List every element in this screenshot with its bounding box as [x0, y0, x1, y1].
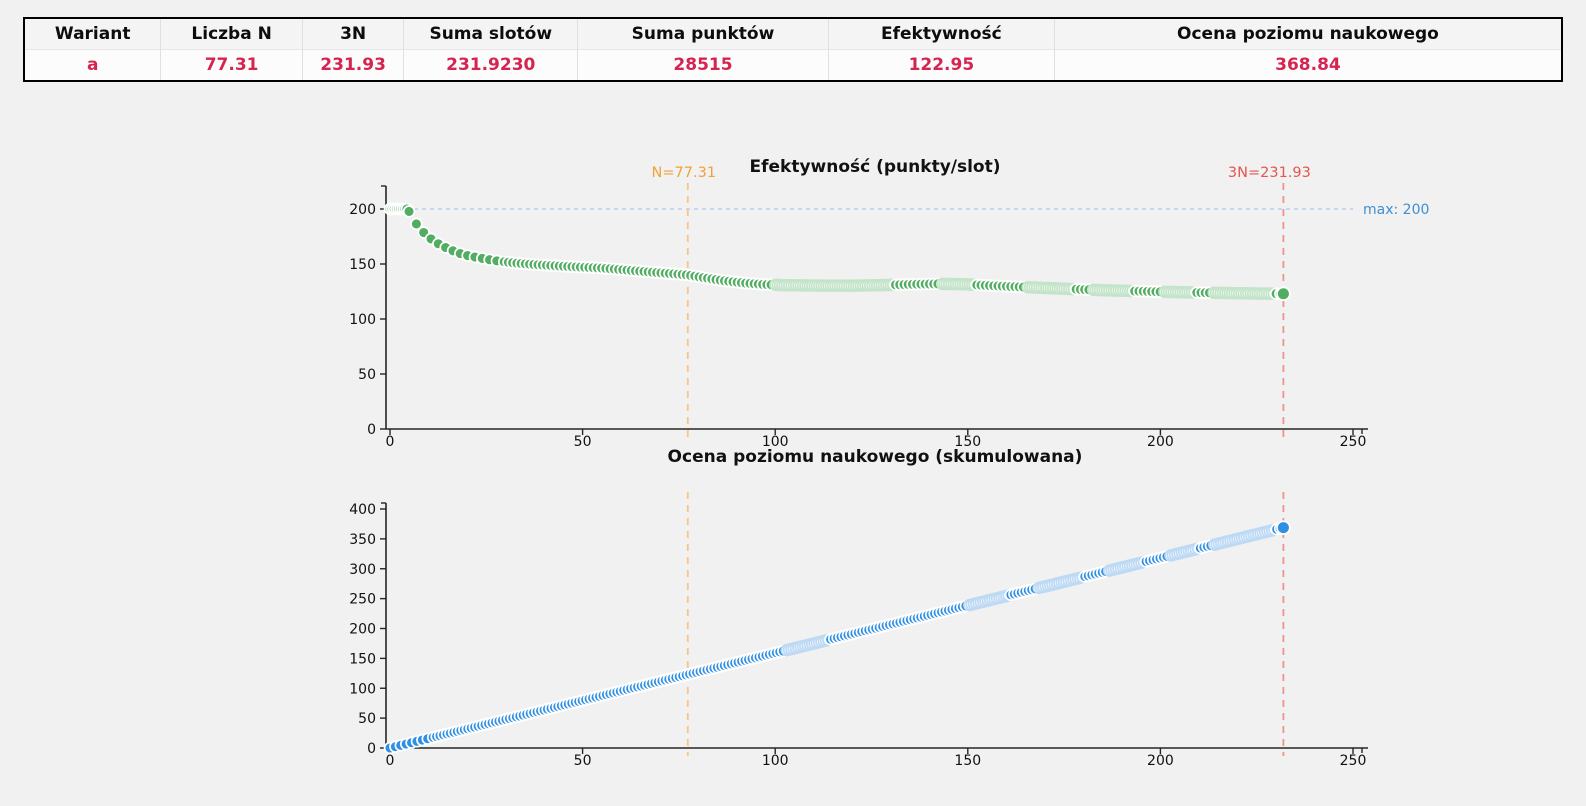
svg-text:0: 0 [367, 422, 376, 438]
svg-text:0: 0 [386, 434, 395, 450]
efektywnosc-chart: Efektywność (punkty/slot) 0 50 100 150 200 0 50… [349, 157, 1429, 450]
svg-text:400: 400 [349, 502, 376, 518]
svg-text:200: 200 [1147, 753, 1174, 769]
max-line-label: max: 200 [1363, 202, 1429, 218]
svg-text:250: 250 [349, 592, 376, 608]
svg-text:100: 100 [762, 434, 789, 450]
svg-text:50: 50 [574, 753, 592, 769]
chart-title: Efektywność (punkty/slot) [749, 157, 1000, 177]
cell-efektywnosc: 122.95 [827, 49, 1055, 81]
col-header-ocena: Ocena poziomu naukowego [1053, 18, 1562, 50]
cell-suma-slotow: 231.9230 [403, 49, 578, 81]
final-point [1276, 286, 1291, 302]
col-header-liczba-n: Liczba N [160, 18, 303, 50]
cell-liczba-n: 77.31 [160, 49, 303, 81]
data-points [383, 520, 1291, 755]
col-header-3n: 3N [301, 18, 404, 50]
col-header-wariant: Wariant [54, 24, 131, 44]
col-header-suma-slotow: Suma slotów [403, 18, 578, 50]
cell-ocena: 368.84 [1053, 49, 1562, 81]
3n-line-label: 3N=231.93 [1228, 165, 1311, 181]
final-point [1276, 520, 1291, 535]
cell-wariant: a [86, 55, 99, 75]
summary-table: Wariant Liczba N 3N Suma slotów Suma pun… [23, 17, 1563, 82]
table-header-row: Wariant Liczba N 3N Suma slotów Suma pun… [24, 18, 1562, 50]
svg-text:350: 350 [349, 532, 376, 548]
svg-text:250: 250 [1340, 753, 1367, 769]
svg-text:150: 150 [349, 651, 376, 667]
data-points [383, 202, 1291, 302]
svg-text:200: 200 [349, 622, 376, 638]
svg-text:150: 150 [349, 257, 376, 273]
svg-text:100: 100 [349, 312, 376, 328]
table-row: a 77.31 231.93 231.9230 28515 122.95 368… [24, 49, 1562, 81]
svg-text:50: 50 [358, 711, 376, 727]
n-line-label: N=77.31 [652, 165, 717, 181]
cell-suma-punktow: 28515 [577, 49, 829, 81]
svg-text:0: 0 [367, 741, 376, 757]
svg-text:0: 0 [386, 753, 395, 769]
chart-title: Ocena poziomu naukowego (skumulowana) [668, 447, 1083, 467]
cell-3n: 231.93 [301, 49, 404, 81]
svg-text:150: 150 [954, 753, 981, 769]
svg-text:300: 300 [349, 562, 376, 578]
svg-text:100: 100 [762, 753, 789, 769]
svg-text:250: 250 [1340, 434, 1367, 450]
svg-text:200: 200 [349, 202, 376, 218]
col-header-efektywnosc: Efektywność [827, 18, 1055, 50]
svg-text:100: 100 [349, 681, 376, 697]
svg-text:200: 200 [1147, 434, 1174, 450]
svg-text:50: 50 [574, 434, 592, 450]
ocena-chart: Ocena poziomu naukowego (skumulowana) 0 50… [349, 447, 1368, 769]
svg-text:50: 50 [358, 367, 376, 383]
col-header-suma-punktow: Suma punktów [577, 18, 829, 50]
svg-text:150: 150 [954, 434, 981, 450]
